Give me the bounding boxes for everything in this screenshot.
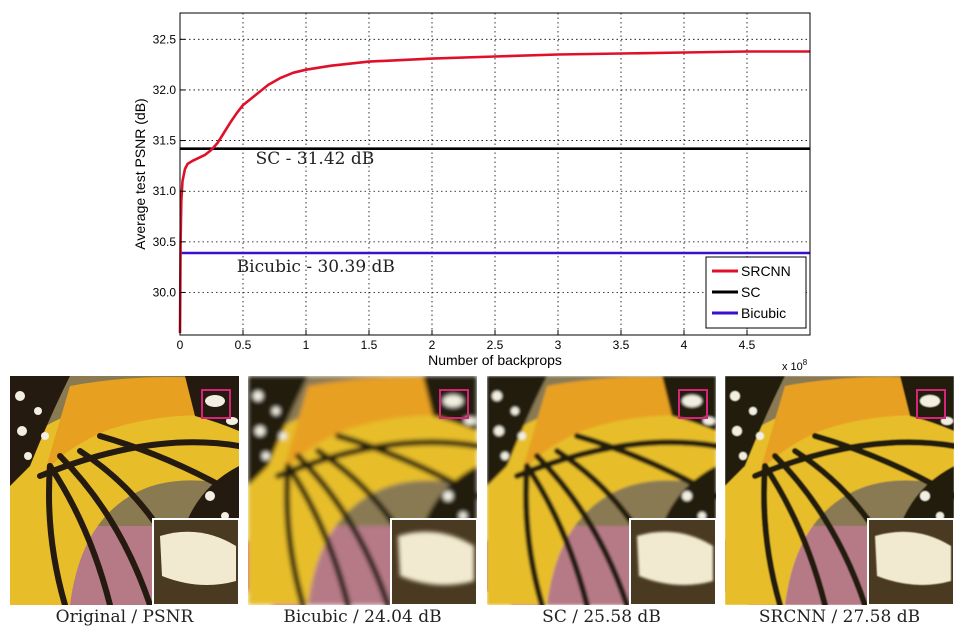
x-tick-label: 4.5 [739, 338, 756, 352]
psnr-chart: 0 0.5 1 1.5 2 2.5 3 3.5 4 4.5 30.0 30.5 31.0 31.5 32.0… [132, 12, 811, 372]
y-tick-label: 31.0 [153, 184, 177, 198]
x-exponent-label: x 108 [782, 358, 808, 372]
series-layer [178, 50, 810, 334]
plot-area [180, 13, 810, 335]
caption-original: Original / PSNR [55, 607, 194, 627]
butterfly-image [487, 376, 716, 605]
x-tick-label: 2.5 [487, 338, 504, 352]
caption-bicubic: Bicubic / 24.04 dB [283, 607, 442, 627]
x-tick-label: 0.5 [235, 338, 252, 352]
panel-original [10, 376, 239, 605]
legend-label-bicubic: Bicubic [741, 305, 786, 321]
caption-sc: SC / 25.58 dB [542, 607, 661, 627]
legend-items: SRCNN SC Bicubic [712, 263, 791, 321]
x-tick-label: 1 [303, 338, 310, 352]
panel-sc [487, 376, 716, 605]
legend-label-srcnn: SRCNN [741, 263, 791, 279]
y-tick-label: 32.5 [153, 32, 177, 46]
x-tick-label: 2 [429, 338, 436, 352]
x-tick-label: 1.5 [361, 338, 378, 352]
caption-srcnn: SRCNN / 27.58 dB [758, 607, 921, 627]
y-tick-label: 30.5 [153, 235, 177, 249]
panel-bicubic [248, 376, 477, 605]
y-tick-label: 32.0 [153, 83, 177, 97]
y-tick-label: 31.5 [153, 134, 177, 148]
butterfly-image [248, 376, 477, 605]
butterfly-image [725, 376, 954, 605]
series-line-srcnn [178, 50, 810, 334]
annotation-label: Bicubic - 30.39 dB [237, 257, 395, 277]
tick-layer: 0 0.5 1 1.5 2 2.5 3 3.5 4 4.5 30.0 30.5 31.0 31.5 32.0… [153, 32, 756, 352]
y-axis-label: Average test PSNR (dB) [132, 98, 148, 249]
x-tick-label: 4 [681, 338, 688, 352]
legend-label-sc: SC [741, 284, 760, 300]
butterfly-image [10, 376, 239, 605]
y-tick-label: 30.0 [153, 285, 177, 299]
legend: SRCNN SC Bicubic [705, 256, 807, 329]
annotation-layer: SC - 31.42 dB Bicubic - 30.39 dB [237, 149, 395, 277]
x-tick-label: 0 [177, 338, 184, 352]
x-tick-label: 3.5 [613, 338, 630, 352]
x-axis-label: Number of backprops [428, 352, 562, 368]
annotation-label: SC - 31.42 dB [256, 149, 375, 169]
x-tick-label: 3 [555, 338, 562, 352]
grid-lines [180, 13, 810, 335]
panel-srcnn [725, 376, 954, 605]
